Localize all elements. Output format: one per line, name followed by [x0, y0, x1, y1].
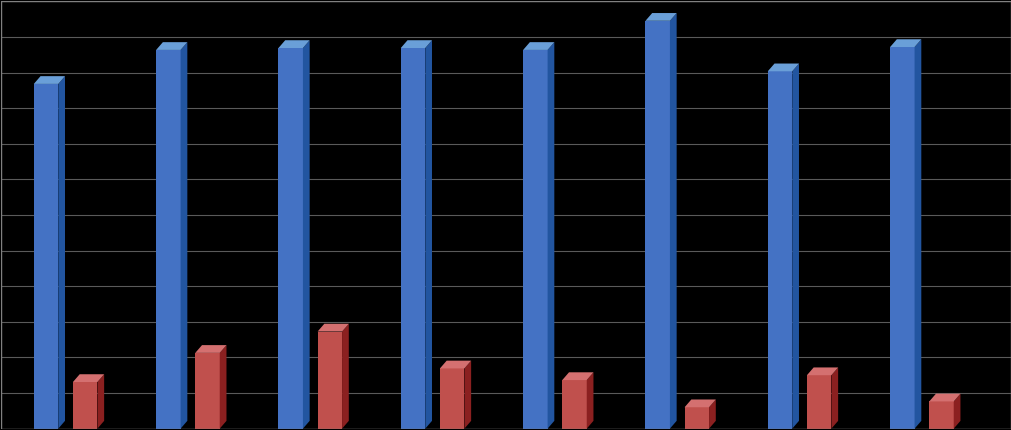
- Polygon shape: [219, 345, 226, 429]
- Polygon shape: [806, 368, 837, 375]
- Polygon shape: [831, 368, 837, 429]
- Polygon shape: [33, 76, 65, 84]
- Polygon shape: [156, 42, 187, 50]
- Polygon shape: [156, 50, 180, 429]
- Polygon shape: [425, 40, 432, 429]
- Polygon shape: [342, 324, 349, 429]
- Polygon shape: [928, 393, 959, 402]
- Polygon shape: [806, 375, 831, 429]
- Polygon shape: [523, 50, 547, 429]
- Polygon shape: [464, 361, 471, 429]
- Polygon shape: [890, 47, 914, 429]
- Polygon shape: [683, 399, 715, 407]
- Polygon shape: [792, 64, 799, 429]
- Polygon shape: [645, 13, 676, 21]
- Polygon shape: [59, 76, 65, 429]
- Polygon shape: [767, 64, 799, 71]
- Polygon shape: [562, 380, 586, 429]
- Polygon shape: [709, 399, 715, 429]
- Polygon shape: [586, 372, 592, 429]
- Polygon shape: [669, 13, 676, 429]
- Polygon shape: [33, 84, 59, 429]
- Polygon shape: [400, 48, 425, 429]
- Polygon shape: [278, 48, 302, 429]
- Polygon shape: [317, 324, 349, 332]
- Polygon shape: [523, 42, 554, 50]
- Polygon shape: [195, 345, 226, 353]
- Polygon shape: [547, 42, 554, 429]
- Polygon shape: [645, 21, 669, 429]
- Polygon shape: [302, 40, 309, 429]
- Polygon shape: [278, 40, 309, 48]
- Polygon shape: [683, 407, 709, 429]
- Polygon shape: [914, 39, 920, 429]
- Polygon shape: [767, 71, 792, 429]
- Polygon shape: [317, 332, 342, 429]
- Polygon shape: [73, 382, 97, 429]
- Polygon shape: [952, 393, 959, 429]
- Polygon shape: [440, 369, 464, 429]
- Polygon shape: [400, 40, 432, 48]
- Polygon shape: [97, 374, 104, 429]
- Polygon shape: [180, 42, 187, 429]
- Polygon shape: [890, 39, 920, 47]
- Polygon shape: [73, 374, 104, 382]
- Polygon shape: [928, 402, 952, 429]
- Polygon shape: [440, 361, 471, 369]
- Polygon shape: [562, 372, 592, 380]
- Polygon shape: [195, 353, 219, 429]
